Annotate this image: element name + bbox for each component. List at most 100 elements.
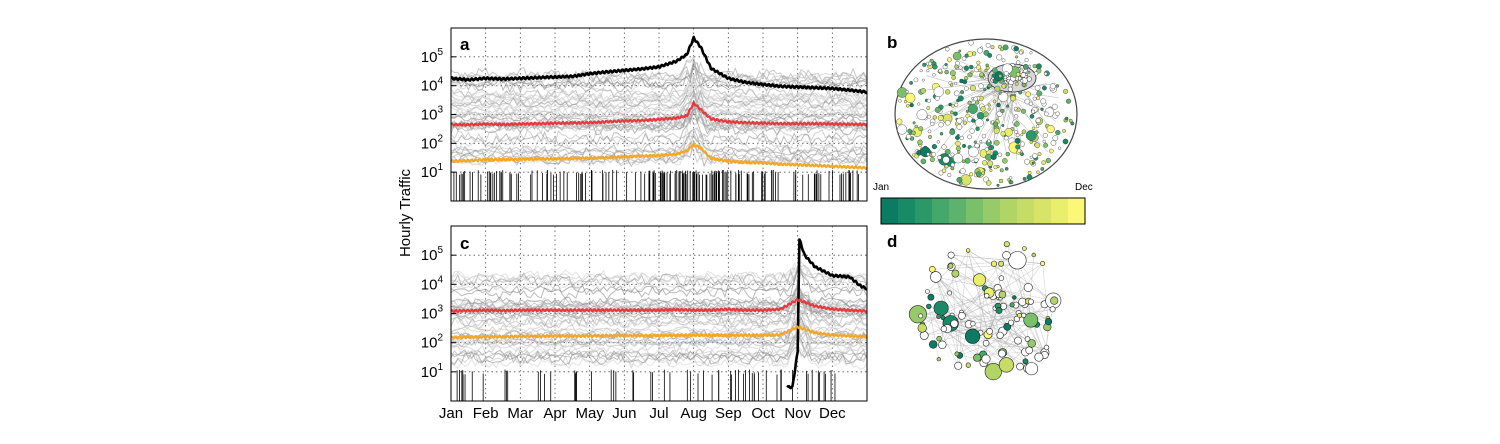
network-node bbox=[974, 118, 984, 128]
network-node bbox=[993, 127, 1000, 134]
network-node bbox=[920, 158, 927, 165]
network-node bbox=[952, 51, 962, 61]
network-node bbox=[945, 119, 951, 126]
network-node bbox=[1052, 135, 1059, 141]
network-node bbox=[1013, 45, 1019, 52]
network-edge bbox=[933, 80, 998, 132]
series-line-2 bbox=[451, 142, 867, 170]
network-node bbox=[1015, 55, 1019, 59]
network-node bbox=[959, 135, 964, 141]
panel-label-a: a bbox=[460, 35, 470, 54]
x-tick-label: Jun bbox=[612, 405, 636, 422]
network-edge bbox=[920, 292, 990, 317]
network-edge bbox=[998, 310, 1045, 356]
network-node bbox=[1040, 260, 1046, 266]
network-node bbox=[1009, 302, 1015, 308]
colorbar-cells bbox=[881, 198, 1086, 224]
network-node bbox=[950, 152, 955, 157]
network-node bbox=[1031, 252, 1037, 258]
network-node bbox=[1043, 142, 1049, 148]
network-node bbox=[919, 69, 923, 73]
network-node bbox=[1007, 86, 1014, 92]
network-node bbox=[986, 180, 992, 186]
network-node bbox=[1035, 117, 1041, 123]
network-node bbox=[953, 90, 960, 97]
network-node bbox=[918, 126, 924, 132]
network-node bbox=[937, 155, 942, 160]
network-node bbox=[1005, 151, 1010, 157]
network-node bbox=[1040, 107, 1044, 111]
network-node bbox=[1050, 296, 1059, 305]
colorbar-cell bbox=[1068, 198, 1086, 224]
network-node bbox=[1036, 170, 1040, 174]
y-tick-label: 102 bbox=[421, 333, 444, 352]
network-edge bbox=[972, 309, 1053, 324]
network-node bbox=[958, 65, 963, 70]
colorbar-cell bbox=[966, 198, 984, 224]
network-node bbox=[926, 98, 931, 103]
network-node bbox=[1051, 103, 1058, 110]
network-node bbox=[989, 168, 993, 172]
background-series-line bbox=[451, 96, 867, 116]
network-node bbox=[922, 62, 927, 67]
network-node bbox=[921, 78, 925, 82]
network-node bbox=[933, 86, 944, 97]
network-node bbox=[1044, 318, 1053, 326]
network-node bbox=[949, 129, 956, 136]
panel-c: 101 102 103 104 105 Jan Feb Mar Apr May Jun Jul Aug… bbox=[421, 225, 868, 422]
network-node bbox=[1049, 83, 1056, 90]
network-node bbox=[950, 162, 955, 168]
network-node bbox=[1009, 176, 1013, 180]
series-line-1 bbox=[451, 298, 867, 314]
network-node bbox=[1042, 140, 1046, 144]
network-node bbox=[1002, 44, 1009, 51]
colorbar-cell bbox=[949, 198, 967, 224]
network-node bbox=[1013, 106, 1018, 111]
network-node bbox=[1034, 130, 1039, 135]
network-node bbox=[998, 349, 1006, 358]
network-node bbox=[950, 110, 954, 115]
network-node bbox=[959, 168, 966, 175]
network-node bbox=[984, 147, 989, 152]
network-node bbox=[964, 53, 969, 58]
colorbar-cell bbox=[915, 198, 933, 224]
background-series-line bbox=[451, 91, 867, 120]
network-node bbox=[994, 85, 1001, 92]
network-node bbox=[994, 139, 1000, 146]
network-node bbox=[1024, 336, 1031, 342]
network-node bbox=[961, 159, 966, 164]
network-node bbox=[1020, 133, 1024, 137]
network-node bbox=[950, 319, 959, 328]
network-b bbox=[896, 40, 1075, 187]
network-node bbox=[906, 104, 910, 108]
network-node bbox=[920, 88, 927, 94]
network-node bbox=[962, 120, 967, 125]
network-node bbox=[974, 143, 980, 149]
network-node bbox=[926, 152, 930, 157]
network-node bbox=[976, 64, 981, 70]
network-node bbox=[940, 325, 948, 333]
network-node bbox=[1020, 79, 1024, 83]
network-node bbox=[941, 144, 947, 150]
network-node bbox=[930, 271, 942, 283]
network-node bbox=[1020, 72, 1026, 78]
network-node bbox=[954, 64, 959, 69]
network-edge bbox=[990, 82, 1007, 154]
network-node bbox=[962, 79, 968, 85]
network-node bbox=[1031, 126, 1036, 131]
x-tick-label: Mar bbox=[507, 405, 533, 422]
network-node bbox=[958, 311, 966, 320]
network-node bbox=[1025, 130, 1037, 141]
x-tick-label: Nov bbox=[784, 405, 811, 422]
network-node bbox=[1022, 358, 1029, 365]
network-node bbox=[1031, 161, 1035, 165]
network-node bbox=[1004, 166, 1009, 171]
network-node bbox=[1027, 170, 1032, 175]
network-node bbox=[1000, 47, 1004, 52]
network-node bbox=[949, 83, 954, 87]
network-node bbox=[898, 99, 902, 103]
network-node bbox=[998, 74, 1003, 78]
panel-label-b: b bbox=[887, 33, 897, 52]
network-node bbox=[1070, 121, 1075, 126]
x-tick-label: Feb bbox=[473, 405, 499, 422]
